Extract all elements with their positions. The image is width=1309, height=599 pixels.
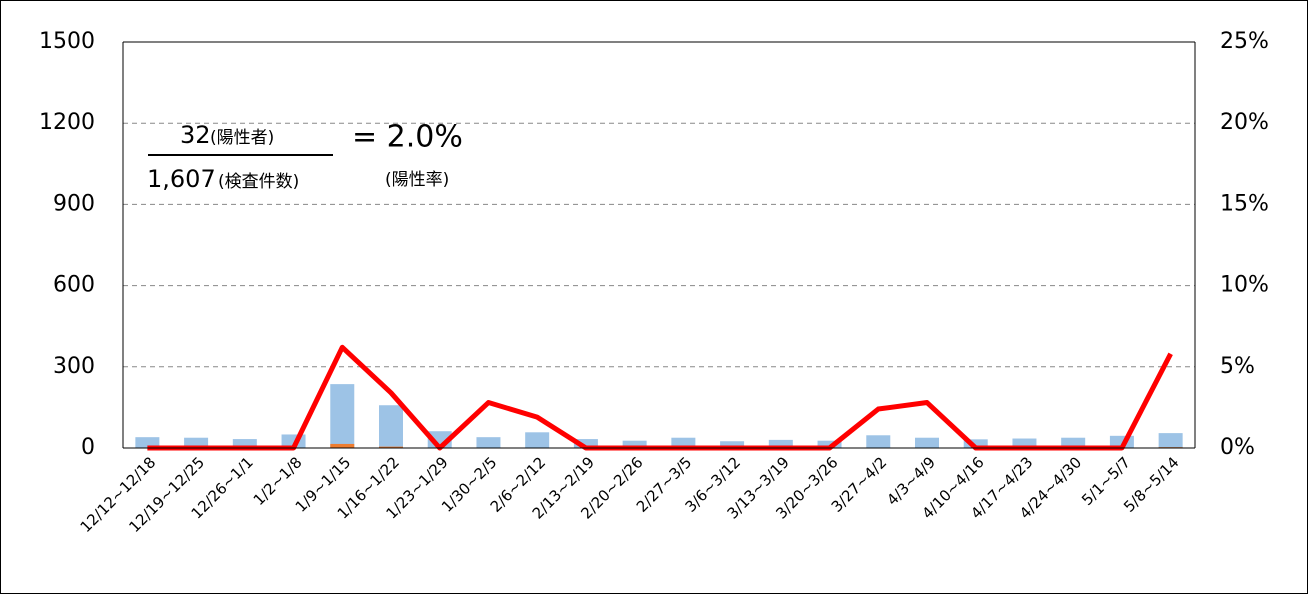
bar	[525, 432, 549, 448]
bar	[379, 405, 403, 448]
y2-tick-label: 25%	[1220, 29, 1269, 54]
annotation: (陽性者)	[210, 128, 274, 148]
bar	[330, 384, 354, 448]
annotation: (検査件数)	[218, 172, 299, 192]
annotation: 32	[180, 121, 211, 149]
y-tick-label: 0	[81, 435, 95, 460]
y2-tick-label: 15%	[1220, 191, 1269, 216]
bar	[915, 438, 939, 448]
y-tick-label: 1500	[39, 29, 95, 54]
y2-tick-label: 20%	[1220, 110, 1269, 135]
bar	[866, 435, 890, 448]
y2-tick-label: 10%	[1220, 273, 1269, 298]
y2-tick-label: 5%	[1220, 354, 1255, 379]
y-tick-label: 300	[53, 354, 95, 379]
y2-tick-label: 0%	[1220, 435, 1255, 460]
y-tick-label: 600	[53, 273, 95, 298]
annotation: 1,607	[147, 165, 216, 193]
annotation: = 2.0%	[352, 120, 463, 155]
bar	[476, 437, 500, 448]
y-tick-label: 900	[53, 191, 95, 216]
annotation: (陽性率)	[385, 170, 449, 190]
y-tick-label: 1200	[39, 110, 95, 135]
bar	[1159, 433, 1183, 448]
bar	[330, 444, 354, 448]
